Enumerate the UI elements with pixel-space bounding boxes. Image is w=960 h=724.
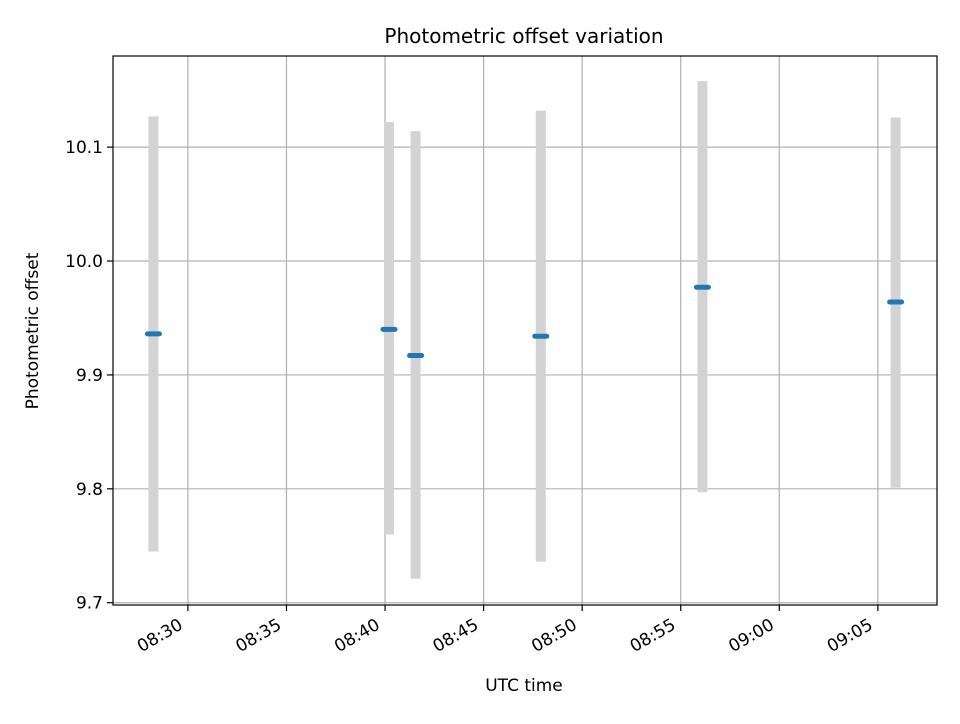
x-tick-label: 09:05 (824, 615, 876, 657)
y-tick-label: 9.7 (76, 594, 103, 614)
plot-frame (112, 55, 938, 606)
x-tick-label: 08:35 (233, 615, 285, 657)
x-tick-label: 08:45 (430, 615, 482, 657)
y-tick-label: 9.8 (76, 480, 103, 500)
x-tick-label: 08:55 (627, 615, 679, 657)
grid-layer (113, 56, 937, 605)
x-tick-label: 09:00 (725, 615, 777, 657)
x-axis-label: UTC time (485, 676, 563, 696)
y-axis-ticks: 9.7 9.8 9.9 10.0 10.1 (65, 138, 113, 614)
x-tick-label: 08:30 (134, 615, 186, 657)
y-axis-label: Photometric offset (23, 252, 43, 409)
chart-title: Photometric offset variation (384, 24, 663, 48)
y-tick-label: 10.0 (65, 252, 103, 272)
x-tick-label: 08:50 (528, 615, 580, 657)
x-tick-label: 08:40 (331, 615, 383, 657)
point-layer (144, 284, 905, 359)
x-axis-ticks: 08:30 08:35 08:40 08:45 08:50 08:55 09:00 09:05 (134, 605, 879, 657)
y-tick-label: 9.9 (76, 366, 103, 386)
errorbar-layer (148, 81, 901, 579)
y-tick-label: 10.1 (65, 138, 103, 158)
